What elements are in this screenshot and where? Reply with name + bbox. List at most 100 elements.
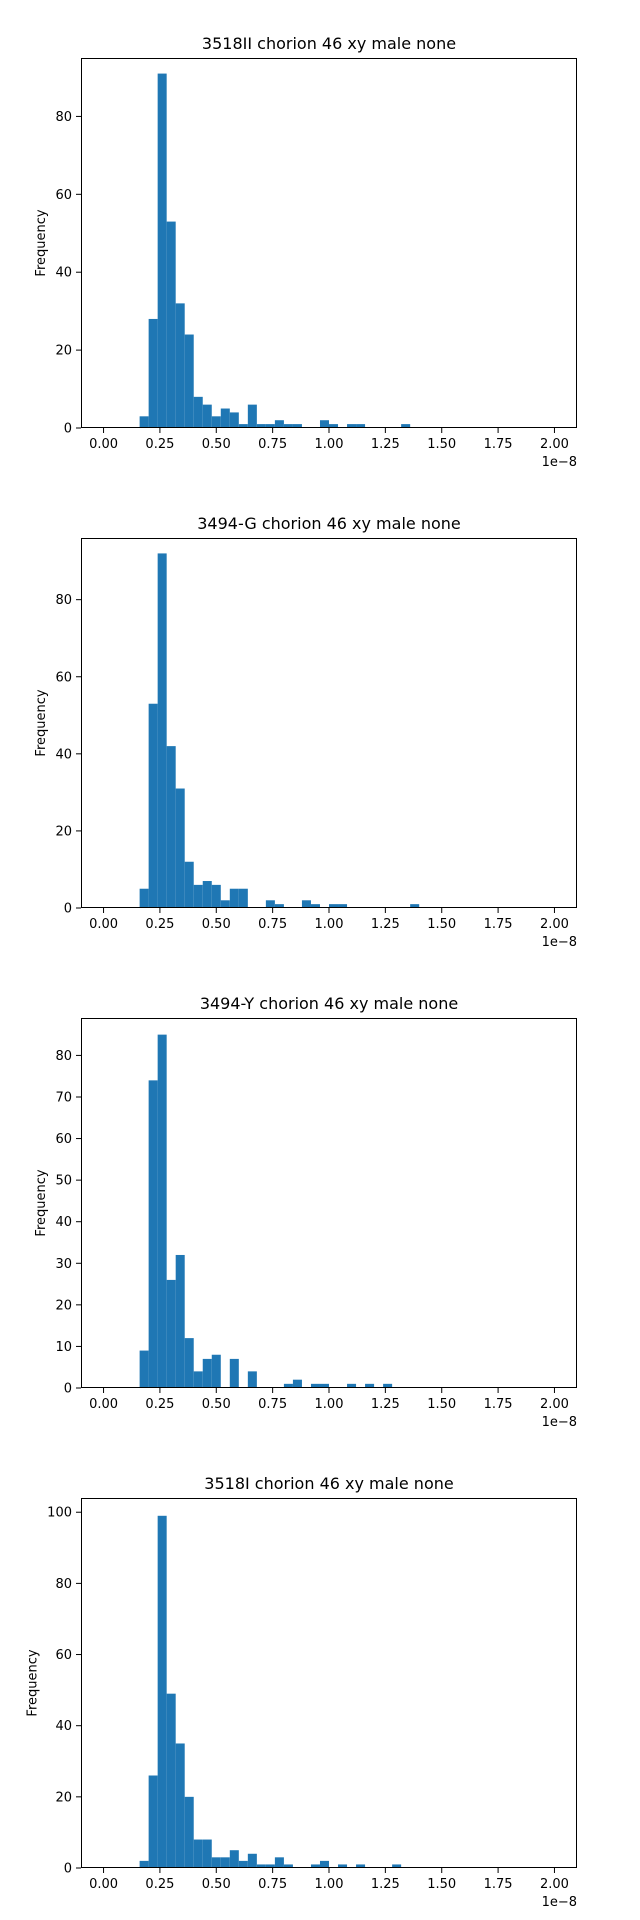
y-axis-label: Frequency bbox=[26, 1649, 41, 1716]
histogram-bar bbox=[247, 1371, 257, 1388]
y-tick-label: 40 bbox=[55, 1215, 72, 1230]
y-tick-label: 40 bbox=[55, 266, 72, 281]
histogram-panel-4: 3518I chorion 46 xy male none 0.00 0.25 0.5… bbox=[26, 1474, 577, 1910]
histogram-bar bbox=[283, 1864, 293, 1868]
x-tick-label: 1.75 bbox=[484, 1877, 513, 1892]
x-tick-label: 1.00 bbox=[315, 1877, 344, 1892]
y-tick-label: 100 bbox=[47, 1506, 72, 1521]
histogram-bar bbox=[365, 1383, 375, 1388]
y-tick-label: 80 bbox=[55, 110, 72, 125]
histogram-bar bbox=[139, 1350, 149, 1388]
histogram-bar bbox=[229, 888, 239, 908]
x-tick-label: 2.00 bbox=[540, 917, 569, 932]
histogram-bar bbox=[211, 1857, 221, 1868]
x-tick-label: 1.00 bbox=[315, 1397, 344, 1412]
x-tick-label: 1.75 bbox=[484, 917, 513, 932]
histogram-bar bbox=[265, 900, 275, 908]
y-tick-label: 50 bbox=[55, 1174, 72, 1189]
histogram-bar bbox=[347, 424, 357, 428]
y-axis-label: Frequency bbox=[34, 209, 49, 276]
x-offset-label: 1e−8 bbox=[542, 1895, 577, 1910]
y-tick-label: 20 bbox=[55, 824, 72, 839]
x-tick-label: 1.50 bbox=[427, 437, 456, 452]
histogram-bar bbox=[175, 303, 185, 428]
plot-frame bbox=[81, 1018, 577, 1388]
histogram-bar bbox=[356, 1864, 366, 1868]
histogram-bar bbox=[401, 424, 411, 428]
x-tick-label: 1.75 bbox=[484, 437, 513, 452]
histogram-bar bbox=[157, 1034, 167, 1388]
histogram-bar bbox=[202, 881, 212, 908]
x-tick-label: 1.25 bbox=[371, 437, 400, 452]
chart-title: 3518I chorion 46 xy male none bbox=[204, 1474, 453, 1493]
histogram-bar bbox=[211, 416, 221, 428]
y-tick-label: 0 bbox=[64, 1862, 72, 1877]
histogram-bar bbox=[184, 334, 194, 428]
histogram-bar bbox=[211, 884, 221, 908]
x-tick-label: 1.00 bbox=[315, 437, 344, 452]
histogram-bar bbox=[202, 1839, 212, 1868]
y-tick-label: 70 bbox=[55, 1090, 72, 1105]
y-tick-label: 0 bbox=[64, 1382, 72, 1397]
histogram-bar bbox=[184, 861, 194, 908]
y-tick-label: 0 bbox=[64, 902, 72, 917]
x-tick-label: 1.00 bbox=[315, 917, 344, 932]
y-tick-label: 40 bbox=[55, 1719, 72, 1734]
histogram-bar bbox=[329, 424, 339, 428]
histogram-panel-1: 3518II chorion 46 xy male none 0.00 0.25 0.… bbox=[34, 34, 577, 470]
histogram-bar bbox=[220, 408, 230, 428]
x-tick-label: 0.75 bbox=[258, 1397, 287, 1412]
x-tick-label: 1.25 bbox=[371, 1877, 400, 1892]
histogram-bar bbox=[166, 1693, 176, 1868]
histogram-bar bbox=[383, 1383, 393, 1388]
histogram-bar bbox=[410, 904, 420, 908]
x-tick-label: 2.00 bbox=[540, 437, 569, 452]
histogram-bar bbox=[166, 746, 176, 908]
histogram-bar bbox=[202, 404, 212, 428]
x-offset-label: 1e−8 bbox=[542, 455, 577, 470]
y-tick-label: 80 bbox=[55, 593, 72, 608]
x-tick-label: 2.00 bbox=[540, 1397, 569, 1412]
y-tick-label: 20 bbox=[55, 1790, 72, 1805]
histogram-bar bbox=[148, 1775, 158, 1868]
histogram-bar bbox=[274, 1857, 284, 1868]
x-tick-label: 0.50 bbox=[202, 1877, 231, 1892]
histogram-bar bbox=[319, 420, 329, 428]
y-tick-label: 20 bbox=[55, 1298, 72, 1313]
x-tick-label: 1.50 bbox=[427, 1877, 456, 1892]
y-tick-label: 60 bbox=[55, 1648, 72, 1663]
x-tick-label: 2.00 bbox=[540, 1877, 569, 1892]
plot-frame bbox=[81, 538, 577, 908]
y-tick-label: 80 bbox=[55, 1049, 72, 1064]
histogram-panel-2: 3494-G chorion 46 xy male none 0.00 0.25 0.… bbox=[34, 514, 577, 950]
y-axis-label: Frequency bbox=[34, 689, 49, 756]
x-tick-label: 0.50 bbox=[202, 437, 231, 452]
x-tick-label: 0.00 bbox=[89, 1877, 118, 1892]
histogram-bar bbox=[193, 396, 203, 428]
y-axis-label: Frequency bbox=[34, 1169, 49, 1236]
x-tick-label: 0.75 bbox=[258, 437, 287, 452]
x-tick-label: 0.75 bbox=[258, 917, 287, 932]
histogram-bar bbox=[229, 412, 239, 428]
histogram-bar bbox=[319, 1383, 329, 1388]
x-tick-label: 1.50 bbox=[427, 917, 456, 932]
x-tick-label: 1.25 bbox=[371, 917, 400, 932]
histogram-bar bbox=[148, 703, 158, 908]
histogram-bar bbox=[202, 1358, 212, 1388]
plot-frame bbox=[81, 1498, 577, 1868]
histogram-bar bbox=[157, 553, 167, 908]
histogram-bar bbox=[175, 788, 185, 908]
histogram-bar bbox=[292, 1379, 302, 1388]
chart-title: 3518II chorion 46 xy male none bbox=[202, 34, 456, 53]
histogram-bar bbox=[256, 1864, 266, 1868]
histogram-bar bbox=[211, 1354, 221, 1388]
y-tick-label: 20 bbox=[55, 344, 72, 359]
histogram-bar bbox=[319, 1860, 329, 1868]
histogram-bar bbox=[139, 888, 149, 908]
histogram-panel-3: 3494-Y chorion 46 xy male none 0.00 0.25 0.… bbox=[34, 994, 577, 1430]
histogram-bar bbox=[301, 900, 311, 908]
histogram-bar bbox=[193, 1839, 203, 1868]
histogram-bar bbox=[139, 416, 149, 428]
y-tick-label: 0 bbox=[64, 422, 72, 437]
